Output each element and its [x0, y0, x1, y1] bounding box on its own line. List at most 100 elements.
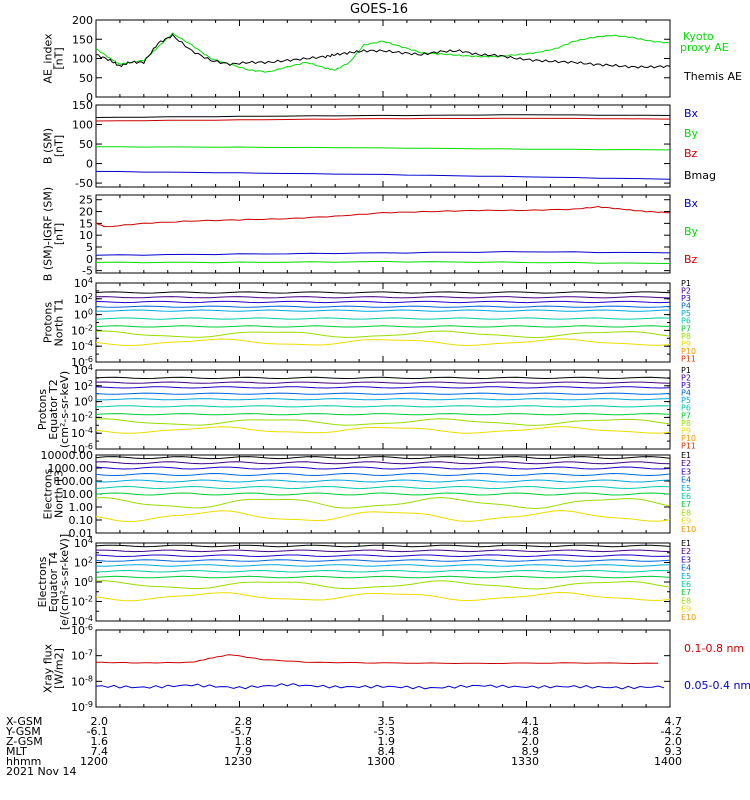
protons_t2-channel-label: P8 — [681, 419, 691, 428]
protons_t2-channel-label: P3 — [681, 381, 691, 390]
protons_t1-channel-line — [95, 309, 671, 312]
footer-row-label: hhmm — [6, 755, 41, 768]
protons_t1-ylabel: North T1 — [53, 299, 66, 347]
legend-themis-ae: Themis AE — [683, 70, 742, 83]
protons_t2-ylabel: (cm²-s-sr-keV) — [58, 371, 71, 448]
bigrf-series-line — [95, 260, 671, 264]
ae-series-line — [95, 33, 671, 69]
legend-bsm-bz: Bz — [684, 147, 698, 160]
legend-proxy-ae: proxy AE — [680, 41, 729, 54]
protons_t2-ytick-label: 10-2 — [71, 410, 93, 424]
footer-value: 9.3 — [665, 745, 683, 758]
electrons_t4-ylabel: [e/(cm²-s-sr-keV)] — [58, 534, 71, 630]
electrons_t4-channel-label: E4 — [681, 564, 691, 573]
xray-series-line — [95, 683, 665, 690]
footer-value: 1200 — [80, 755, 108, 768]
footer-row-label: Y-GSM — [5, 725, 41, 738]
electrons_t4-ylabel: Equator T4 — [47, 552, 60, 612]
electrons_t3-channel-line — [95, 461, 671, 465]
protons_t1-ytick-label: 10-2 — [71, 323, 93, 337]
protons_t1-channel-label: P1 — [681, 279, 691, 288]
bigrf-series-line — [95, 251, 671, 256]
electrons_t3-ytick-label: 10.00 — [62, 488, 94, 501]
legend-bigrf-by: By — [684, 225, 699, 238]
xray-ytick-label: 10-7 — [71, 649, 93, 663]
protons_t1-channel-line — [95, 305, 671, 308]
xray-ytick-label: 10-6 — [71, 623, 93, 637]
ae-series-line — [95, 32, 671, 73]
bsm-ytick-label: 150 — [72, 99, 93, 112]
protons_t1-channel-label: P5 — [681, 309, 691, 318]
protons_t2-channel-line — [95, 386, 671, 389]
bsm-series-line — [95, 146, 671, 151]
footer-value: -4.8 — [518, 725, 539, 738]
footer-value: 4.1 — [522, 715, 540, 728]
electrons_t3-frame — [95, 454, 671, 534]
electrons_t4-ytick-label: 10-2 — [71, 595, 93, 609]
protons_t1-channel-line — [95, 317, 671, 320]
electrons_t3-channel-line — [95, 479, 671, 483]
xray-ylabel: Xray flux — [42, 643, 55, 693]
bsm-series-line — [95, 170, 671, 180]
bigrf-ytick-label: 0 — [86, 253, 93, 266]
footer-value: 1300 — [367, 755, 395, 768]
protons_t2-channel-label: P10 — [681, 434, 696, 443]
protons_t1-ytick-label: 104 — [74, 276, 93, 290]
protons_t1-channel-label: P8 — [681, 332, 691, 341]
electrons_t3-channel-line — [95, 496, 671, 510]
footer-value: -5.7 — [231, 725, 252, 738]
protons_t2-channel-label: P4 — [681, 389, 691, 398]
electrons_t4-channel-label: E10 — [681, 613, 696, 622]
electrons_t3-channel-label: E4 — [681, 476, 691, 485]
bsm-ytick-label: 50 — [79, 138, 93, 151]
ae-frame — [95, 19, 671, 98]
protons_t2-channel-line — [95, 376, 671, 380]
electrons_t4-channel-label: E1 — [681, 539, 691, 548]
footer-value: 2.8 — [235, 715, 253, 728]
protons_t2-ytick-label: 100 — [74, 395, 93, 409]
legend-bsm-bmag: Bmag — [684, 169, 716, 182]
electrons_t4-frame — [95, 542, 671, 622]
legend-bsm-by: By — [684, 127, 699, 140]
electrons_t3-channel-label: E8 — [681, 508, 691, 517]
xray-series-line — [95, 654, 659, 665]
bigrf-ylabel: B (SM)-IGRF (SM) — [42, 187, 55, 281]
protons_t1-ylabel: Protons — [42, 302, 55, 343]
footer-value: 2.0 — [665, 735, 683, 748]
ae-ytick-label: 150 — [72, 33, 93, 46]
electrons_t3-channel-line — [95, 456, 671, 460]
bigrf-ytick-label: 25 — [79, 194, 93, 207]
footer-row-label: X-GSM — [6, 715, 42, 728]
electrons_t4-channel-line — [96, 549, 671, 553]
electrons_t4-ylabel: Electrons — [36, 556, 49, 607]
protons_t1-channel-label: P10 — [681, 347, 696, 356]
protons_t2-channel-line — [95, 392, 671, 395]
footer-ephemeris: X-GSM 2.0 2.8 3.5 4.1 4.7 Y-GSM -6.1 -5.7 -5.3 -4.… — [5, 715, 682, 778]
electrons_t3-ytick-label: 1000.00 — [48, 462, 94, 475]
legend-bsm-bx: Bx — [684, 107, 699, 120]
footer-value: 1400 — [654, 755, 682, 768]
electrons_t4-channel-line — [95, 544, 671, 548]
bigrf-ytick-label: 10 — [79, 229, 93, 242]
bigrf-ytick-label: -5 — [82, 265, 93, 278]
protons_t1-channel-label: P4 — [681, 302, 691, 311]
protons_t2-ytick-label: 102 — [74, 379, 93, 393]
electrons_t3-channel-label: E1 — [681, 451, 691, 460]
electrons_t3-ytick-label: 1.00 — [69, 501, 94, 514]
electrons_t3-channel-label: E10 — [681, 525, 696, 534]
electrons_t4-ytick-label: 102 — [74, 556, 93, 570]
protons_t1-channel-label: P2 — [681, 287, 691, 296]
electrons_t3-ytick-label: 10000.00 — [41, 449, 94, 462]
bigrf-series-line — [95, 205, 670, 228]
protons_t1-channel-label: P6 — [681, 317, 691, 326]
protons_t2-ylabel: Equator T2 — [47, 379, 60, 439]
electrons_t3-ytick-label: 0.10 — [69, 514, 94, 527]
electrons_t3-ytick-label: 0.01 — [69, 527, 94, 540]
bsm-ylabel: [nT] — [53, 135, 66, 157]
electrons_t4-channel-line — [95, 564, 671, 567]
electrons_t4-channel-label: E3 — [681, 555, 691, 564]
electrons_t3-channel-line — [95, 492, 671, 496]
protons_t2-channel-label: P5 — [681, 396, 691, 405]
